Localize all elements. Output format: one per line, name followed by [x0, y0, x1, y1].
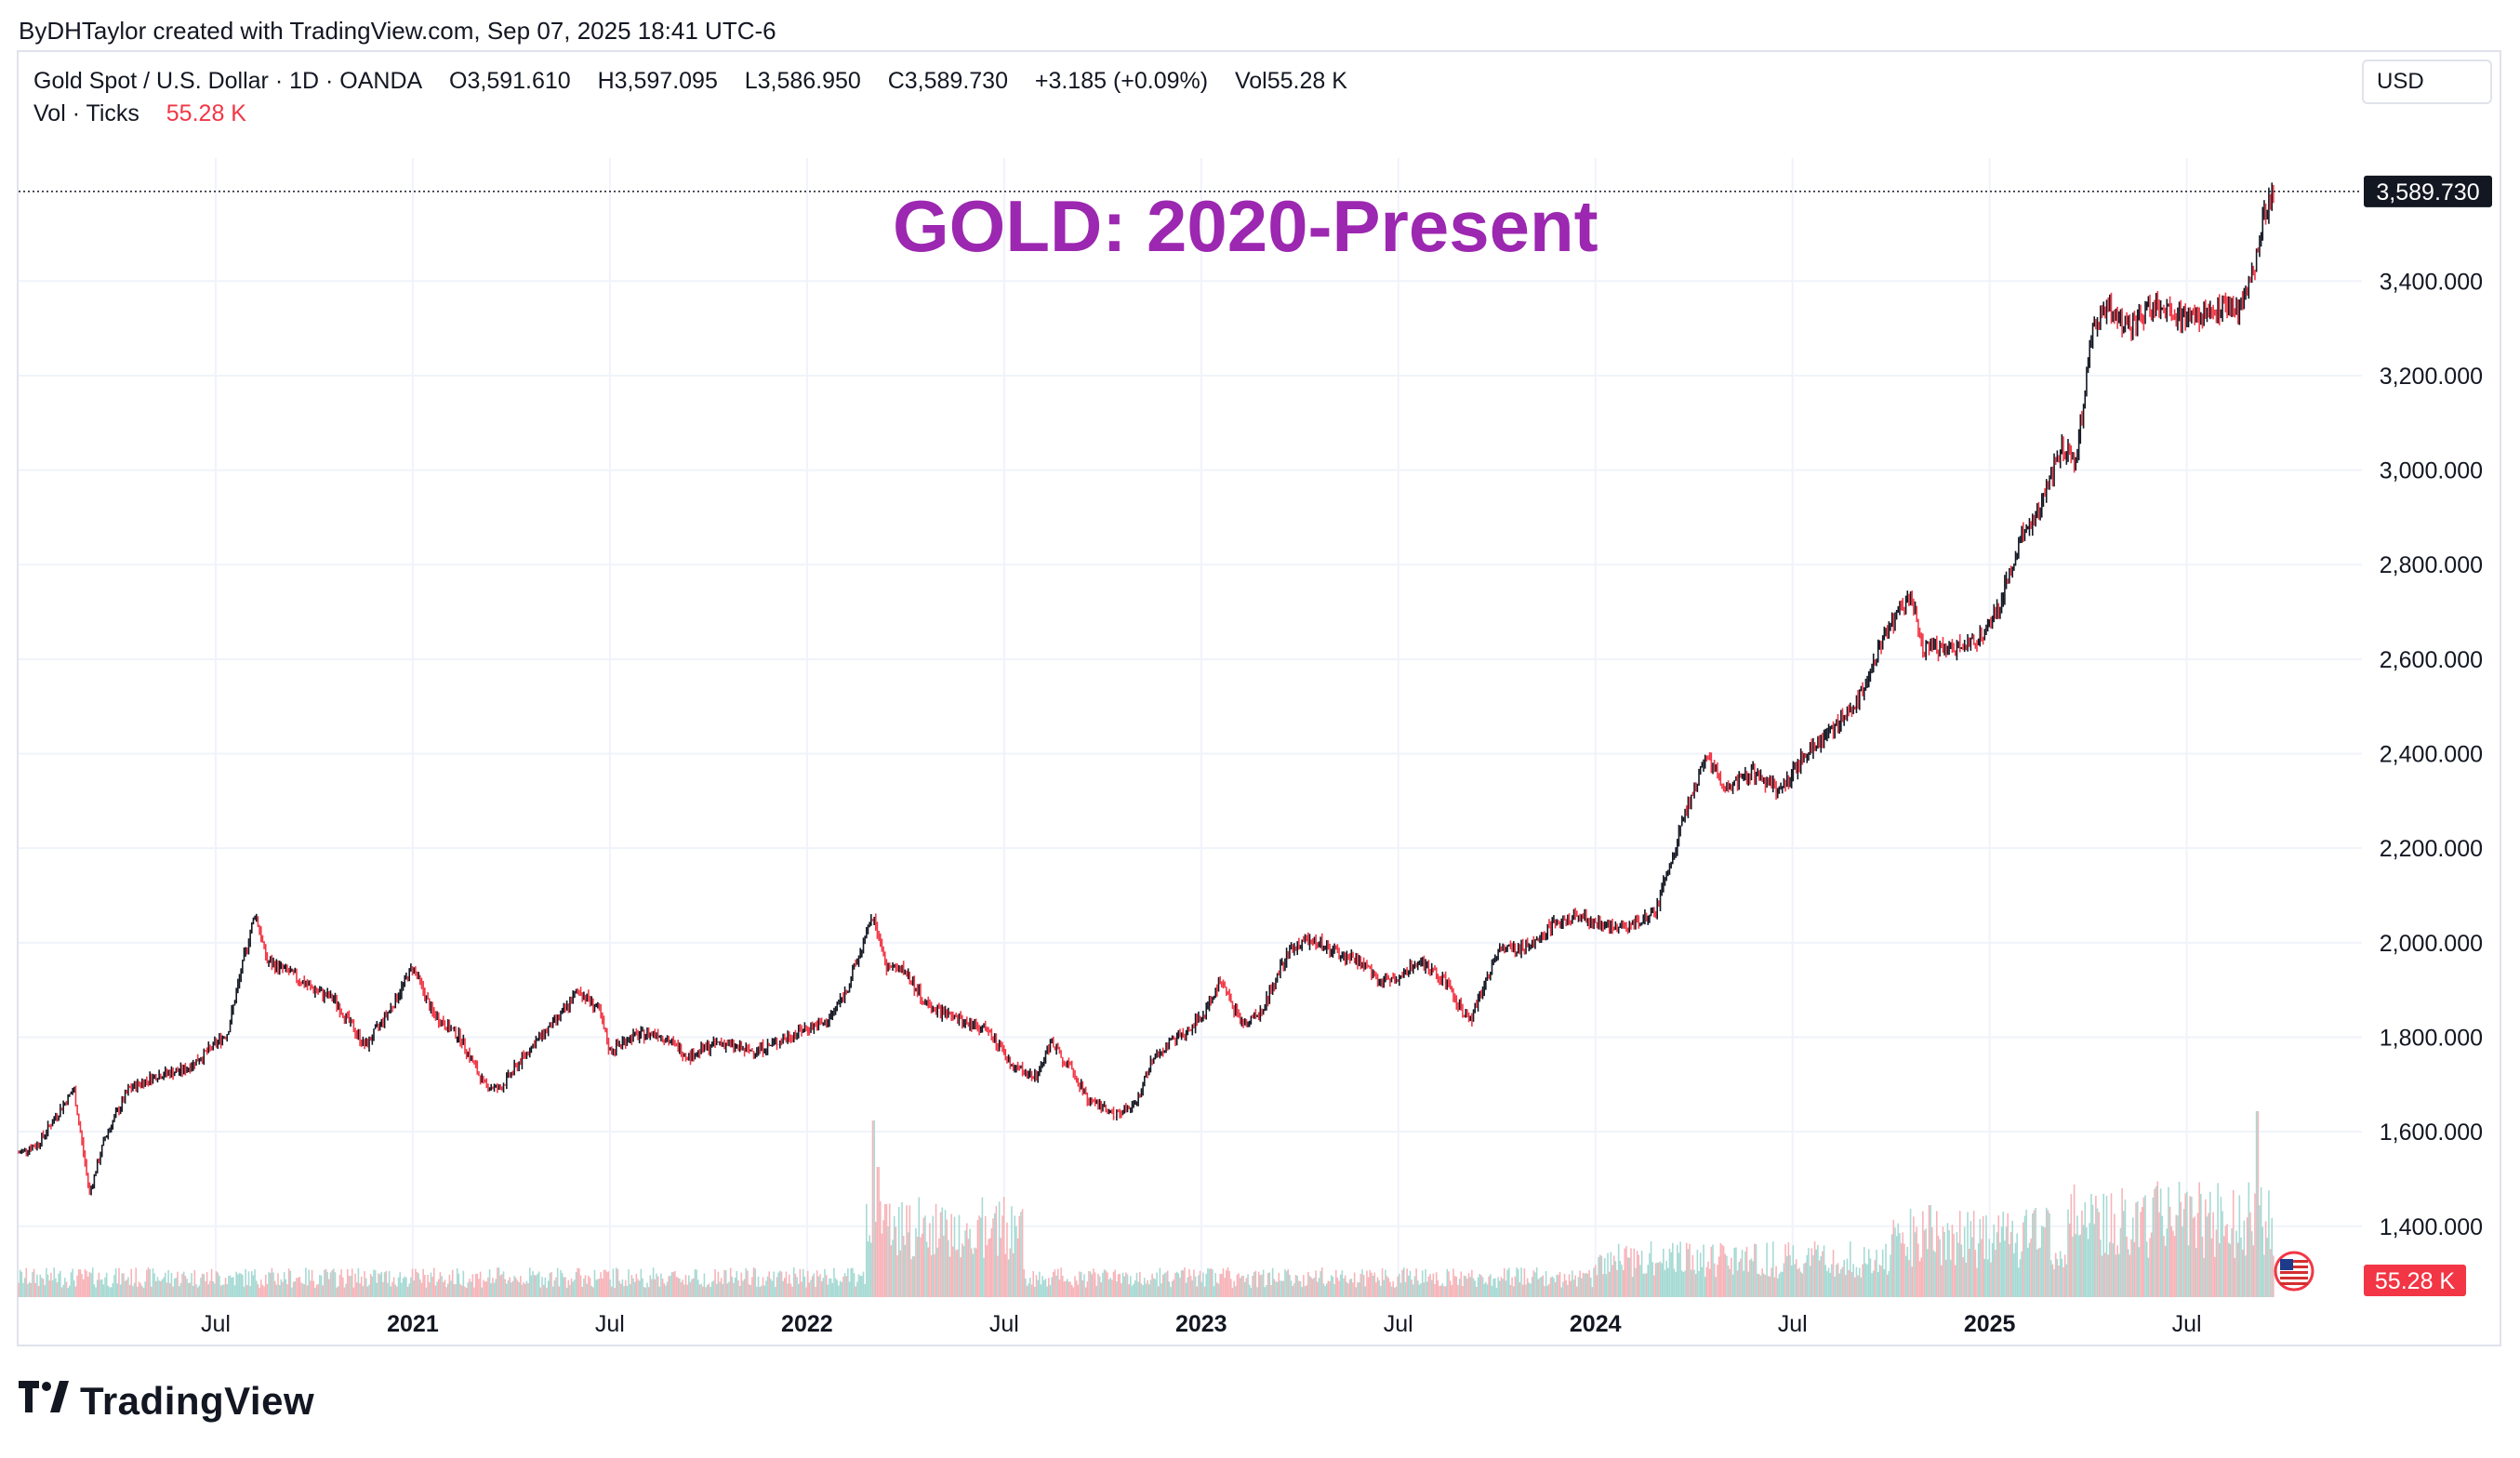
low-value: L3,586.950: [744, 68, 861, 94]
us-flag-stripe: [2280, 1277, 2308, 1279]
x-tick-label: Jul: [1778, 1311, 1808, 1337]
us-flag-stripe: [2280, 1282, 2308, 1285]
tradingview-logo[interactable]: TradingView: [19, 1378, 314, 1425]
open-value: O3,591.610: [449, 68, 571, 94]
us-flag-canton: [2280, 1259, 2293, 1270]
y-tick-label: 2,200.000: [2380, 836, 2483, 862]
y-tick-label: 2,600.000: [2380, 647, 2483, 673]
creator-caption: ByDHTaylor created with TradingView.com,…: [19, 17, 776, 45]
x-tick-label: 2024: [1570, 1311, 1622, 1337]
x-tick-label: 2023: [1175, 1311, 1227, 1337]
tradingview-wordmark: TradingView: [80, 1379, 315, 1423]
x-tick-label: 2021: [387, 1311, 439, 1337]
x-tick-label: Jul: [1384, 1311, 1413, 1337]
tradingview-mark: [19, 1378, 69, 1425]
y-tick-label: 1,400.000: [2380, 1214, 2483, 1240]
symbol-legend: Gold Spot / U.S. Dollar · 1D · OANDA O3,…: [33, 68, 1351, 95]
high-value: H3,597.095: [597, 68, 718, 94]
chart-title-annotation: GOLD: 2020-Present: [893, 185, 1598, 267]
y-tick-label: 1,800.000: [2380, 1025, 2483, 1051]
chart-frame: [17, 50, 2501, 1346]
volume-badge-label: 55.28 K: [2375, 1268, 2456, 1294]
change-value: +3.185 (+0.09%): [1034, 68, 1209, 94]
x-tick-label: 2022: [781, 1311, 833, 1337]
us-flag-stripe: [2280, 1266, 2308, 1268]
us-event-flag-icon[interactable]: [2274, 1251, 2314, 1292]
volume-value: Vol55.28 K: [1234, 68, 1347, 94]
last-price-label: 3,589.730: [2376, 179, 2479, 205]
symbol-name[interactable]: Gold Spot / U.S. Dollar · 1D · OANDA: [33, 68, 423, 94]
x-tick-label: 2025: [1964, 1311, 2016, 1337]
y-tick-label: 3,400.000: [2380, 269, 2483, 295]
volume-legend-value: 55.28 K: [166, 100, 246, 126]
close-value: C3,589.730: [887, 68, 1008, 94]
y-tick-label: 2,000.000: [2380, 931, 2483, 957]
us-flag-stripe: [2280, 1271, 2308, 1274]
y-tick-label: 1,600.000: [2380, 1120, 2483, 1146]
volume-badge: [2364, 1265, 2466, 1296]
y-tick-label: 2,800.000: [2380, 552, 2483, 578]
us-flag-stripe: [2280, 1260, 2308, 1263]
x-tick-label: Jul: [595, 1311, 625, 1337]
x-tick-label: Jul: [989, 1311, 1019, 1337]
x-tick-label: Jul: [2172, 1311, 2202, 1337]
tradingview-logo-icon: [19, 1381, 69, 1412]
y-tick-label: 3,200.000: [2380, 364, 2483, 390]
y-tick-label: 2,400.000: [2380, 742, 2483, 768]
volume-legend: Vol · Ticks 55.28 K: [33, 100, 250, 127]
y-tick-label: 3,000.000: [2380, 458, 2483, 484]
last-price-badge: [2364, 175, 2492, 207]
x-tick-label: Jul: [201, 1311, 231, 1337]
currency-button[interactable]: USD: [2362, 60, 2492, 104]
volume-label[interactable]: Vol · Ticks: [33, 100, 139, 126]
